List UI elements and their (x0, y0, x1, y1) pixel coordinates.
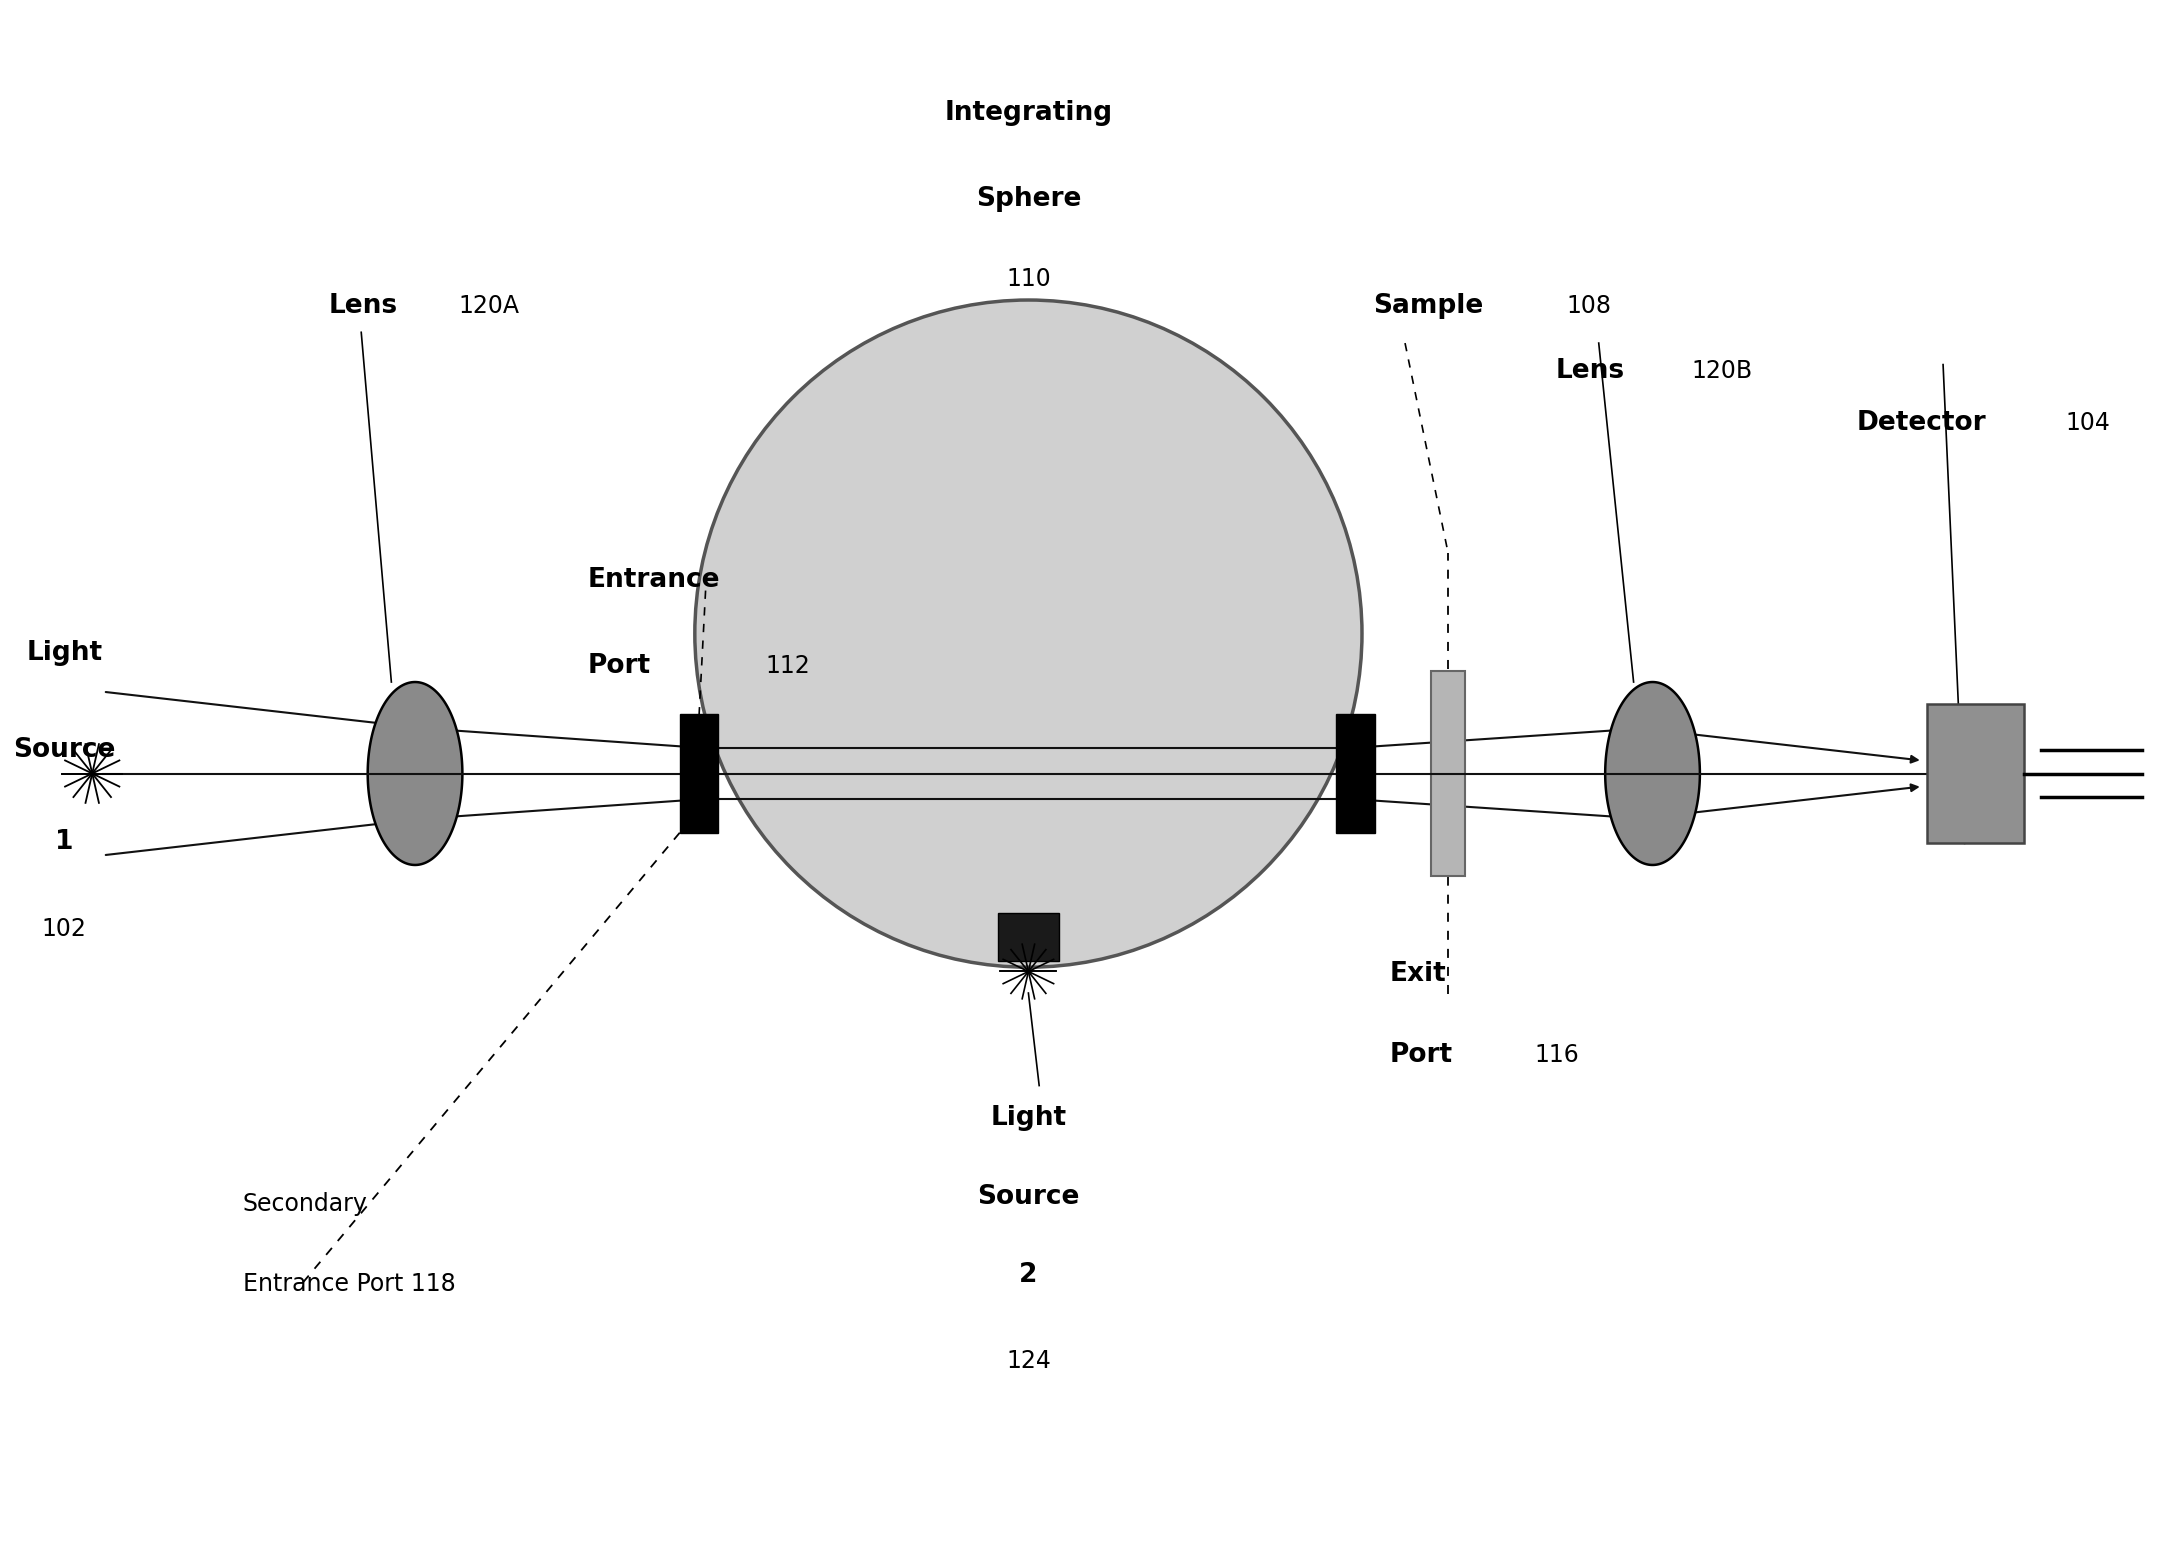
Ellipse shape (694, 300, 1362, 967)
Text: Lens: Lens (329, 294, 398, 320)
Bar (1928, 704, 2024, 843)
Text: 120B: 120B (1691, 359, 1752, 384)
Bar (679, 715, 718, 832)
Text: Source: Source (13, 736, 115, 763)
Text: Light: Light (26, 640, 102, 665)
Text: 104: 104 (2065, 410, 2111, 435)
Text: Integrating: Integrating (944, 101, 1112, 125)
Text: Sphere: Sphere (975, 186, 1081, 212)
Text: 2: 2 (1018, 1262, 1038, 1289)
Polygon shape (368, 682, 461, 865)
Text: Secondary: Secondary (244, 1191, 368, 1216)
Text: Port: Port (1390, 1043, 1454, 1069)
Text: Sample: Sample (1373, 294, 1484, 320)
Text: 1: 1 (54, 829, 74, 855)
Text: Light: Light (990, 1105, 1066, 1131)
Text: 102: 102 (41, 917, 87, 942)
Text: Entrance: Entrance (588, 566, 720, 593)
Text: 110: 110 (1005, 266, 1051, 291)
Text: Detector: Detector (1856, 410, 1987, 436)
Text: Entrance Port 118: Entrance Port 118 (244, 1272, 455, 1295)
Bar (1336, 715, 1375, 832)
Polygon shape (1606, 682, 1699, 865)
Text: 120A: 120A (459, 294, 520, 319)
Bar (1432, 671, 1464, 876)
Text: Port: Port (588, 653, 651, 679)
Text: Source: Source (977, 1185, 1079, 1210)
Text: 116: 116 (1534, 1043, 1580, 1067)
Bar (999, 913, 1058, 961)
Text: 112: 112 (766, 654, 812, 678)
Text: Lens: Lens (1556, 357, 1625, 384)
Text: 124: 124 (1005, 1349, 1051, 1374)
Text: Exit: Exit (1390, 961, 1447, 987)
Text: 108: 108 (1567, 294, 1612, 319)
